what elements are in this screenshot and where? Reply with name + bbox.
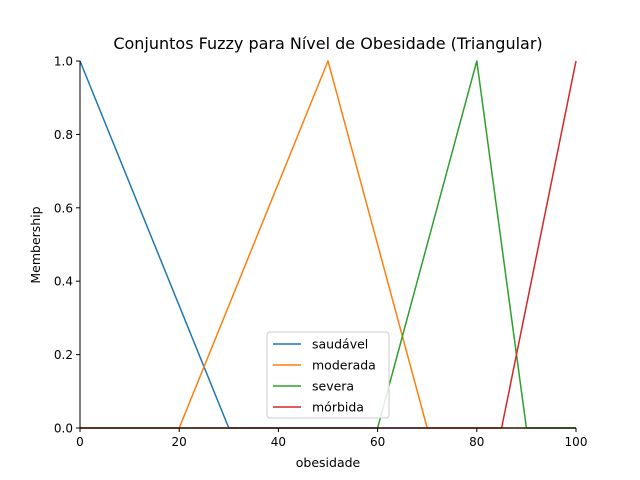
x-tick-label: 40: [271, 435, 286, 449]
x-axis-ticks: 0 20 40 60 80 100: [76, 428, 587, 449]
y-tick-label: 0.6: [54, 201, 73, 215]
legend-entry: mórbida: [312, 400, 364, 415]
legend-box: [266, 331, 390, 419]
y-tick-label: 0.8: [54, 128, 73, 142]
y-tick-label: 0.0: [54, 422, 73, 436]
x-axis-label: obesidade: [296, 455, 361, 470]
y-axis-ticks: 0.0 0.2 0.4 0.6 0.8 1.0: [54, 55, 80, 436]
x-tick-label: 60: [370, 435, 385, 449]
chart-title: Conjuntos Fuzzy para Nível de Obesidade …: [113, 34, 542, 53]
legend: saudável moderada severa mórbida: [266, 331, 390, 419]
legend-entry: severa: [312, 379, 354, 394]
x-tick-label: 80: [469, 435, 484, 449]
legend-entry: moderada: [312, 358, 376, 373]
legend-entry: saudável: [312, 337, 368, 352]
y-tick-label: 0.2: [54, 348, 73, 362]
y-tick-label: 1.0: [54, 55, 73, 69]
x-tick-label: 0: [76, 435, 84, 449]
y-axis-label: Membership: [28, 206, 43, 283]
y-tick-label: 0.4: [54, 275, 73, 289]
x-tick-label: 100: [565, 435, 588, 449]
x-tick-label: 20: [172, 435, 187, 449]
